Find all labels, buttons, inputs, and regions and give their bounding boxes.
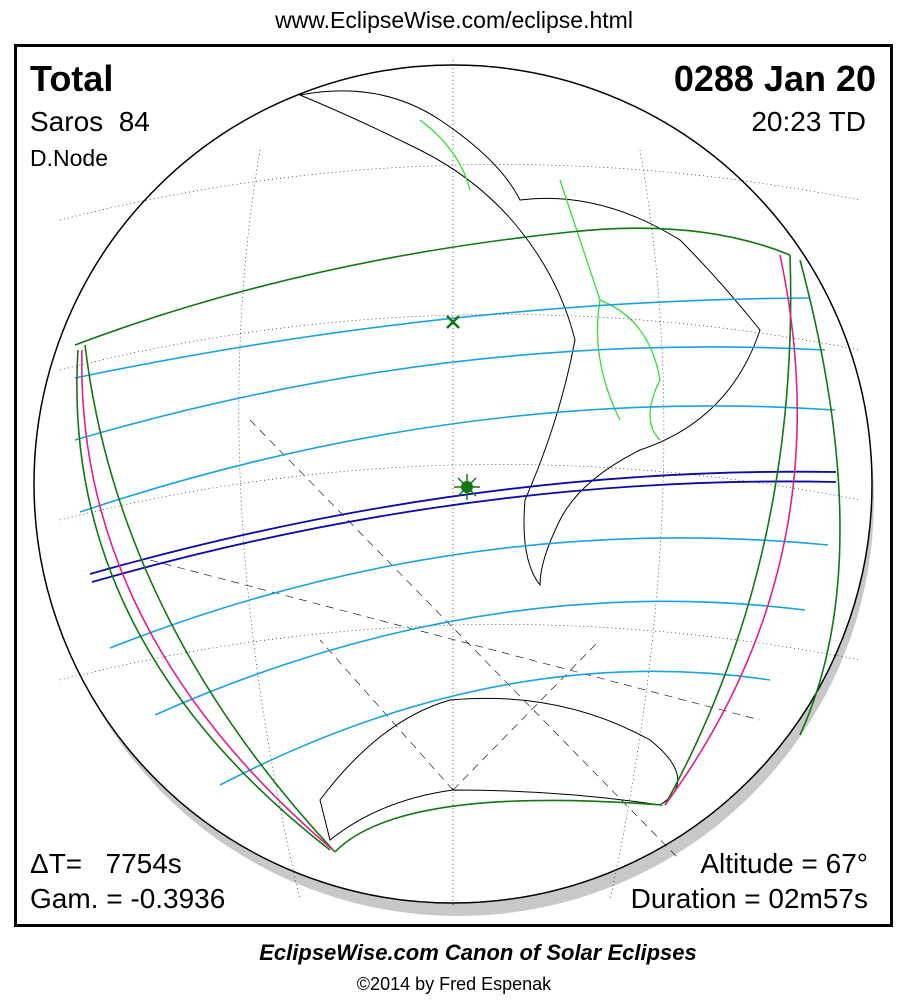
- eclipse-type: Total: [30, 58, 113, 99]
- parallel: [59, 164, 861, 221]
- copyright: ©2014 by Fred Espenak: [357, 974, 552, 994]
- altitude: Altitude = 67°: [700, 848, 868, 879]
- graticule-dash: [149, 559, 761, 721]
- borders: [419, 119, 661, 441]
- parallel: [59, 624, 861, 681]
- rise-set-curve: [81, 349, 334, 851]
- eclipse-date: 0288 Jan 20: [674, 58, 876, 99]
- greatest-eclipse-rays: [454, 474, 480, 500]
- rise-set-curve: [664, 254, 798, 806]
- coastline: [298, 90, 761, 587]
- penumbra-line: [74, 346, 826, 441]
- footer-title: EclipseWise.com Canon of Solar Eclipses: [259, 940, 697, 965]
- pole-marker: [446, 315, 460, 329]
- delta-t: ΔT= 7754s: [30, 848, 182, 879]
- parallel: [59, 464, 861, 521]
- limit-line: [334, 799, 663, 853]
- globe: [33, 60, 874, 916]
- url: www.EclipseWise.com/eclipse.html: [274, 7, 633, 33]
- penumbra-line: [219, 670, 771, 786]
- coastline: [319, 697, 679, 841]
- umbra-path: [91, 480, 837, 583]
- limit-line: [76, 349, 331, 851]
- limit-line: [74, 227, 791, 346]
- penumbra-line: [74, 297, 811, 379]
- graticule-dash: [452, 639, 601, 791]
- graticule-dash: [249, 419, 681, 861]
- duration: Duration = 02m57s: [631, 883, 868, 914]
- limit-line: [664, 254, 792, 806]
- limit-line: [799, 259, 841, 736]
- penumbra-line: [109, 537, 829, 649]
- node: D.Node: [30, 145, 108, 171]
- penumbra-line: [154, 600, 806, 716]
- saros: Saros 84: [30, 106, 150, 137]
- limit-line: [84, 344, 336, 853]
- meridian: [609, 149, 665, 901]
- penumbra-line: [79, 405, 836, 513]
- time: 20:23 TD: [751, 106, 866, 137]
- parallel: [59, 314, 861, 371]
- gamma: Gam. = -0.3936: [30, 883, 225, 914]
